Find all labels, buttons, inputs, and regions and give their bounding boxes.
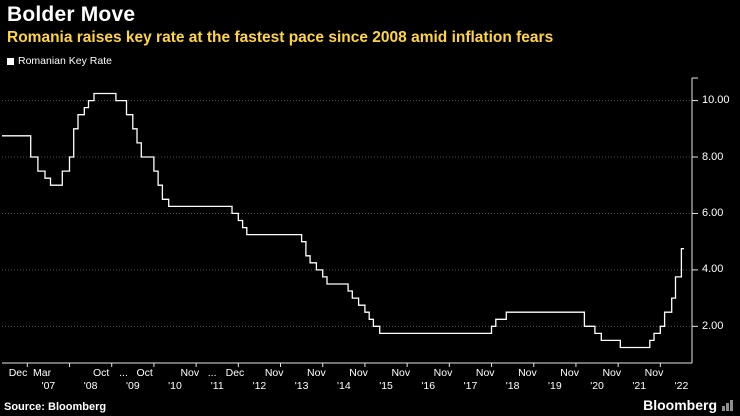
x-month-label: Oct [93,367,110,379]
legend-label: Romanian Key Rate [18,55,112,67]
x-month-label: Nov [518,367,537,379]
source-label: Source: Bloomberg [4,401,107,413]
x-month-label: Nov [602,367,622,379]
x-month-label: Oct [136,367,153,379]
x-month-label: Nov [180,367,200,379]
bloomberg-chart-icon [722,399,733,411]
bloomberg-wordmark: Bloomberg [643,397,717,413]
x-year-label: '10 [168,380,182,392]
x-month-label: Nov [644,367,664,379]
x-month-label: Nov [264,367,284,379]
x-year-label: '15 [379,380,393,392]
y-tick-label: 4.00 [702,263,724,276]
x-month-label: ... [207,367,217,379]
legend-swatch-icon [7,57,14,65]
bloomberg-logo: Bloomberg [643,397,734,413]
x-year-label: '18 [505,380,520,392]
x-year-label: '17 [463,380,478,392]
x-month-label: Nov [391,367,411,379]
x-year-label: '19 [548,380,562,392]
chart-title: Bolder Move [7,3,136,26]
x-year-label: '13 [294,380,309,392]
x-year-label: '11 [210,380,224,392]
x-year-label: '12 [252,380,267,392]
x-year-label: '07 [41,380,56,392]
y-tick-label: 6.00 [702,206,724,219]
legend: Romanian Key Rate [7,55,112,67]
x-month-label: Mar [33,367,52,379]
x-year-label: '08 [83,380,98,392]
chart-subtitle: Romania raises key rate at the fastest p… [7,29,554,46]
x-year-label: '09 [125,380,140,392]
x-month-label: Dec [225,367,245,379]
x-month-label: Nov [475,367,495,379]
y-tick-label: 8.00 [702,150,724,163]
x-month-label: Nov [560,367,579,379]
key-rate-line [2,92,684,349]
x-month-label: Nov [433,367,453,379]
x-month-label: Nov [307,367,326,379]
x-year-label: '16 [421,380,436,392]
x-year-label: '21 [632,380,647,392]
x-month-label: ... [119,367,128,379]
x-month-label: Dec [8,367,28,379]
x-year-label: '20 [590,380,604,392]
x-year-label: '22 [674,380,689,392]
x-month-label: Nov [349,367,368,379]
y-tick-label: 2.00 [702,319,724,332]
x-year-label: '14 [336,380,351,392]
y-tick-label: 10.00 [702,94,730,107]
